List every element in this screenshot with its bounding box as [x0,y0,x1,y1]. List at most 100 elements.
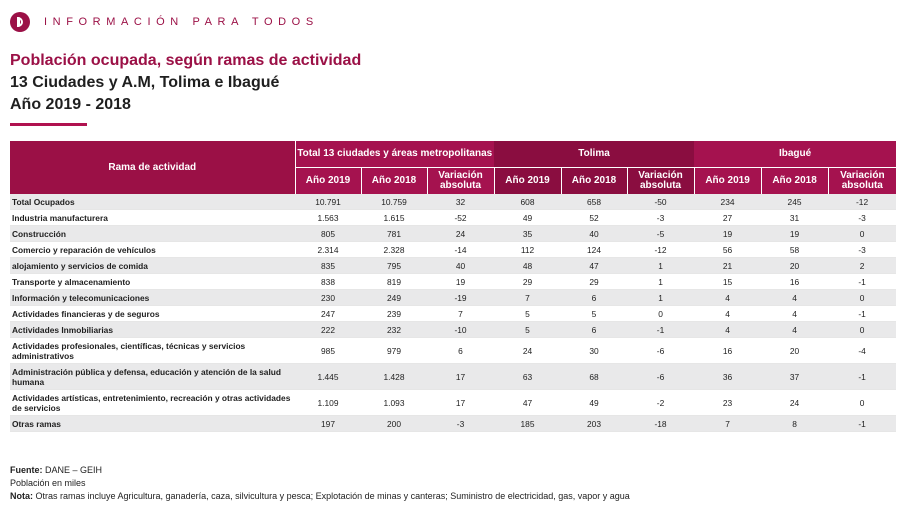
value-cell: 35 [494,225,562,242]
source-label: Fuente: [10,465,43,475]
value-cell: 0 [828,225,897,242]
value-cell: 36 [694,363,762,390]
value-cell: 1.563 [295,209,361,226]
value-cell: 1.109 [295,389,361,416]
value-cell: 30 [561,337,628,364]
value-cell: -14 [427,241,495,258]
value-cell: 805 [295,225,361,242]
value-cell: -10 [427,321,495,338]
value-cell: 6 [561,289,628,306]
group-header-ibague: Ibagué [694,141,897,168]
value-cell: 781 [361,225,427,242]
value-cell: 2 [828,257,897,274]
page-subtitle-years: Año 2019 - 2018 [10,96,131,113]
rama-label-cell: Administración pública y defensa, educac… [10,363,295,390]
value-cell: 20 [761,337,829,364]
value-cell: 24 [494,337,562,364]
col-header-year-2019: Año 2019 [493,167,562,194]
col-header-variation: Variación absoluta [426,167,495,194]
brand-header: INFORMACIÓN PARA TODOS [10,10,319,34]
value-cell: -3 [427,415,495,432]
value-cell: 838 [295,273,361,290]
value-cell: -1 [828,305,897,322]
value-cell: 21 [694,257,762,274]
value-cell: 48 [494,257,562,274]
table-row: Información y telecomunicaciones 230 249 -1… [10,289,897,306]
value-cell: 6 [561,321,628,338]
value-cell: 819 [361,273,427,290]
page-subtitle-regions: 13 Ciudades y A.M, Tolima e Ibagué [10,74,280,91]
table-row: Construcción 805 781 24 35 40 -5 19 19 0 [10,225,897,242]
value-cell: 8 [761,415,829,432]
col-header-variation: Variación absoluta [827,167,897,194]
value-cell: 4 [694,305,762,322]
value-cell: 29 [561,273,628,290]
value-cell: 4 [694,289,762,306]
value-cell: -1 [627,321,695,338]
source-text: DANE – GEIH [42,465,103,475]
brand-tagline: INFORMACIÓN PARA TODOS [44,16,319,28]
value-cell: 247 [295,305,361,322]
footer-source: Fuente: DANE – GEIH [10,465,102,475]
value-cell: 20 [761,257,829,274]
value-cell: -3 [828,209,897,226]
value-cell: 40 [561,225,628,242]
page-title: Población ocupada, según ramas de activi… [10,52,362,69]
rama-label-cell: Comercio y reparación de vehículos [10,241,295,258]
value-cell: 47 [561,257,628,274]
value-cell: 19 [694,225,762,242]
table-row: Total Ocupados 10.791 10.759 32 608 658 -50 234… [10,194,897,210]
value-cell: 10.791 [295,194,361,210]
value-cell: 658 [561,194,628,210]
value-cell: 24 [427,225,495,242]
table-sub-header-row: Año 2019 Año 2018 Variación absoluta Año… [10,167,897,194]
value-cell: 985 [295,337,361,364]
value-cell: 49 [494,209,562,226]
value-cell: 608 [494,194,562,210]
table-row: Comercio y reparación de vehículos 2.314 2… [10,241,897,258]
value-cell: -19 [427,289,495,306]
value-cell: 27 [694,209,762,226]
value-cell: 1.093 [361,389,427,416]
value-cell: 795 [361,257,427,274]
value-cell: 63 [494,363,562,390]
value-cell: -6 [627,363,695,390]
value-cell: 197 [295,415,361,432]
value-cell: 17 [427,363,495,390]
value-cell: 7 [427,305,495,322]
value-cell: 32 [427,194,495,210]
table-row: Industria manufacturera 1.563 1.615 -52 49 52… [10,209,897,226]
value-cell: 835 [295,257,361,274]
value-cell: 16 [694,337,762,364]
col-header-year-2019: Año 2019 [294,167,361,194]
rama-label-cell: Actividades profesionales, científicas, … [10,337,295,364]
table-row: Actividades profesionales, científicas, … [10,337,897,364]
footer-units: Población en miles [10,478,86,488]
rama-label-cell: Actividades artísticas, entretenimiento,… [10,389,295,416]
value-cell: -50 [627,194,695,210]
value-cell: 15 [694,273,762,290]
table-row: Administración pública y defensa, educac… [10,363,897,390]
value-cell: 10.759 [361,194,427,210]
table-row: Actividades Inmobiliarias 222 232 -10 5 6 -1 4 4… [10,321,897,338]
value-cell: -4 [828,337,897,364]
value-cell: 1 [627,273,695,290]
table-row: Transporte y almacenamiento 838 819 19 29 29 1… [10,273,897,290]
value-cell: 4 [761,289,829,306]
table-group-header-row: Rama de actividad Total 13 ciudades y ár… [10,141,897,194]
value-cell: 2.328 [361,241,427,258]
rama-label-cell: Información y telecomunicaciones [10,289,295,306]
value-cell: 112 [494,241,562,258]
value-cell: 0 [828,321,897,338]
value-cell: 230 [295,289,361,306]
rama-label-cell: Total Ocupados [10,194,295,210]
value-cell: 6 [427,337,495,364]
rama-label-cell: alojamiento y servicios de comida [10,257,295,274]
rama-label-cell: Actividades Inmobiliarias [10,321,295,338]
rama-label-cell: Actividades financieras y de seguros [10,305,295,322]
value-cell: 31 [761,209,829,226]
rama-label-cell: Otras ramas [10,415,295,432]
value-cell: 4 [761,321,829,338]
rama-label-cell: Industria manufacturera [10,209,295,226]
value-cell: -1 [828,273,897,290]
